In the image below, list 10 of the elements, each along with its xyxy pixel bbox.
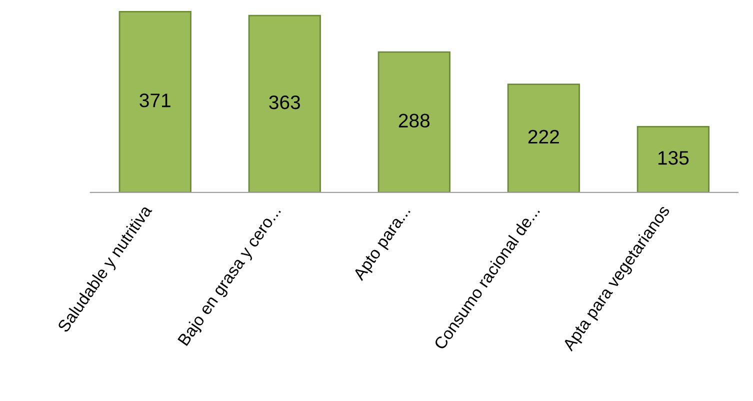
data-label: 363: [269, 95, 300, 110]
bar: [248, 14, 321, 192]
bar: [636, 126, 710, 192]
data-label: 371: [140, 94, 170, 108]
bar: [118, 10, 192, 192]
data-label: 135: [658, 151, 689, 165]
data-label: 288: [398, 114, 430, 128]
bar: [378, 51, 450, 192]
bar: [507, 84, 580, 192]
data-label: 222: [528, 130, 559, 144]
